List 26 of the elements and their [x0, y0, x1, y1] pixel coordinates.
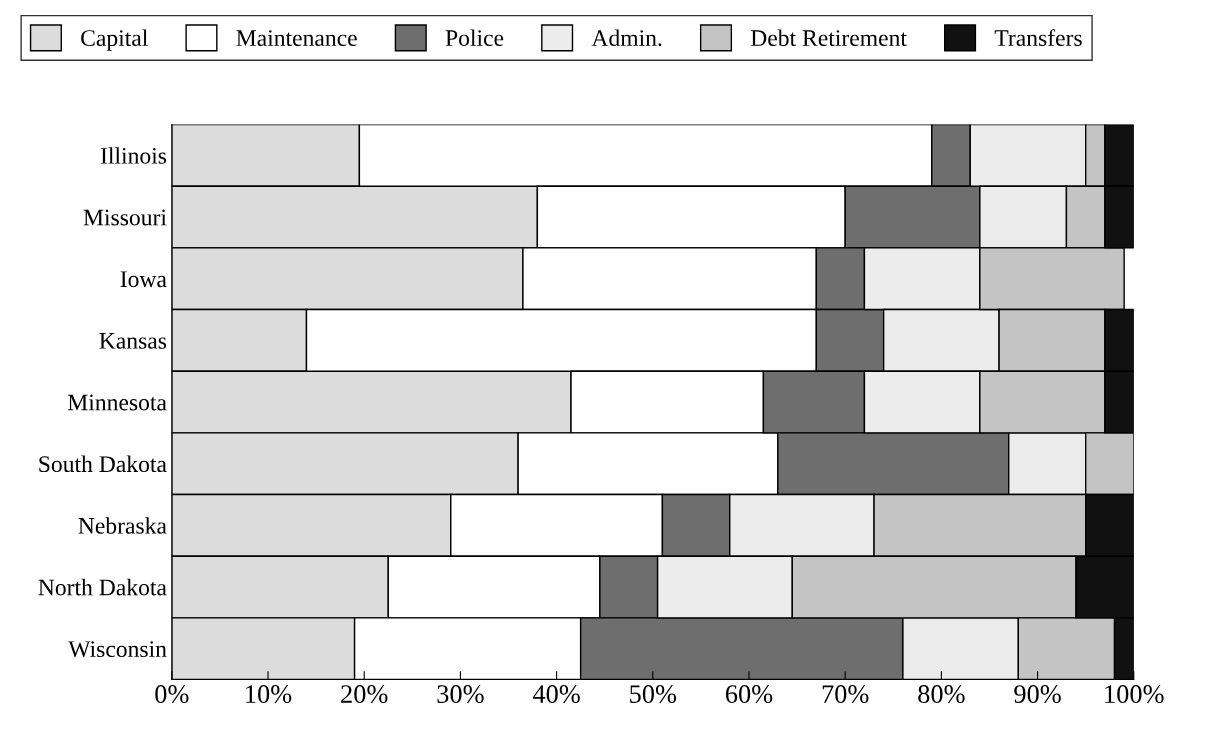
y-tick-label: North Dakota [38, 578, 167, 596]
y-tick-label: Nebraska [78, 517, 167, 534]
x-tick-label: 70% [822, 685, 869, 704]
legend-label: Capital [81, 29, 148, 51]
x-tick-label: 90% [1014, 685, 1061, 704]
y-tick-label: Wisconsin [68, 641, 167, 658]
legend-label: Admin. [591, 29, 662, 47]
x-tick-label: 50% [630, 685, 677, 704]
x-tick-label: 100% [1105, 685, 1164, 704]
y-tick-label: Missouri [83, 209, 167, 226]
x-tick-label: 10% [246, 685, 292, 704]
legend-label: Maintenance [236, 30, 357, 47]
x-tick-label: 40% [532, 685, 580, 704]
y-tick-label: Iowa [120, 271, 167, 288]
x-tick-label: 60% [725, 685, 773, 704]
x-tick-label: 20% [341, 685, 388, 704]
x-tick-label: 0% [155, 685, 189, 704]
legend-label: Police [445, 29, 504, 47]
legend-label: Transfers [994, 29, 1082, 47]
legend-label: Debt Retirement [750, 29, 907, 47]
y-tick-label: Kansas [99, 333, 167, 349]
x-tick-label: 80% [918, 685, 965, 704]
x-tick-label: 30% [437, 685, 484, 704]
y-tick-label: Illinois [100, 147, 167, 164]
y-tick-label: Minnesota [67, 394, 167, 411]
y-tick-label: South Dakota [39, 455, 167, 473]
